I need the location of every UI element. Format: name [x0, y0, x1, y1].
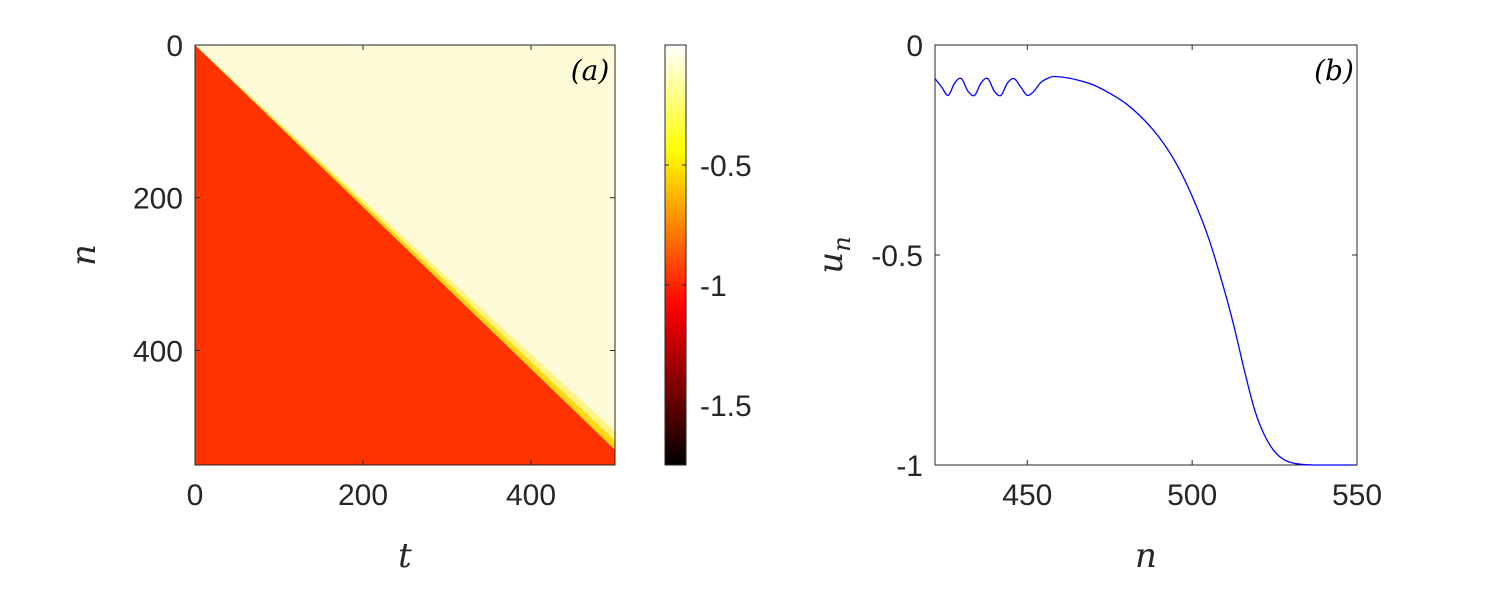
colorbar-tick-label: -0.5: [700, 150, 752, 183]
panel-a-label: (a): [571, 54, 610, 87]
heatmap-x-tick-label: 0: [187, 479, 204, 512]
heatmap-front-glow: [195, 45, 615, 441]
line-plot-x-tick-label: 500: [1167, 479, 1217, 512]
profile-line: [934, 75, 1357, 466]
heatmap-x-axis-label: t: [398, 536, 412, 576]
line-plot-y-tick-label: 0: [906, 30, 923, 63]
line-plot-y-tick-label: -1: [896, 450, 923, 483]
line-plot-y-tick-label: -0.5: [871, 240, 923, 273]
colorbar-ticks: -1.5 -1 -0.5: [665, 150, 752, 423]
colorbar-tick-label: -1: [700, 270, 727, 303]
heatmap-region-behind: [195, 45, 615, 465]
heatmap-y-tick-label: 400: [133, 335, 183, 368]
heatmap-axes-box: [194, 44, 616, 466]
heatmap-ticks: 0 200 400 0 200 400: [133, 30, 615, 512]
heatmap-front-band: [195, 45, 615, 450]
colorbar: -1.5 -1 -0.5: [664, 44, 752, 466]
heatmap-y-tick-label: 0: [166, 30, 183, 63]
line-plot-y-axis-label: un: [811, 236, 856, 273]
svg-text:un: un: [811, 236, 856, 273]
heatmap-y-tick-label: 200: [133, 183, 183, 216]
panel-b-label: (b): [1314, 54, 1354, 87]
colorbar-gradient: [664, 44, 687, 466]
heatmap-x-tick-label: 400: [506, 479, 556, 512]
heatmap-x-tick-label: 200: [338, 479, 388, 512]
line-plot-x-tick-label: 450: [1002, 479, 1052, 512]
line-plot-x-axis-label: n: [1135, 536, 1157, 576]
heatmap-y-axis-label: n: [64, 244, 104, 266]
heatmap-panel: 0 200 400 0 200 400 (a) t n: [64, 30, 616, 576]
heatmap-cells: [195, 45, 615, 465]
colorbar-tick-label: -1.5: [700, 390, 752, 423]
line-plot-ticks: 450 500 550 0 -0.5 -1: [871, 30, 1382, 512]
line-plot-panel: 450 500 550 0 -0.5 -1 (b) n un: [811, 30, 1382, 576]
line-plot-axes-box: [934, 44, 1358, 466]
line-plot-x-tick-label: 550: [1332, 479, 1382, 512]
